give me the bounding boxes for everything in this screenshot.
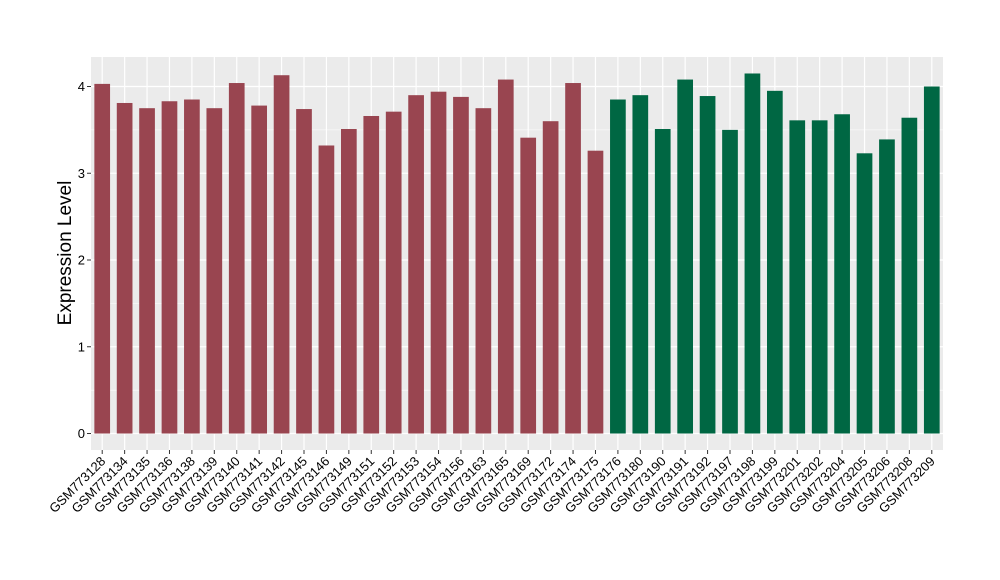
bar-gsm773169 <box>520 137 537 434</box>
y-tick-label: 0 <box>78 426 85 441</box>
bar-gsm773197 <box>722 129 738 434</box>
bar-gsm773205 <box>856 153 873 434</box>
y-axis-title: Expression Level <box>55 181 76 326</box>
bar-gsm773165 <box>497 79 514 434</box>
bar-gsm773163 <box>475 108 492 434</box>
bar-gsm773136 <box>161 101 178 434</box>
bar-gsm773208 <box>901 117 918 434</box>
y-tick-label: 4 <box>78 79 85 94</box>
bar-gsm773199 <box>766 90 783 434</box>
bar-gsm773153 <box>408 95 424 434</box>
y-axis: 0 1 2 3 4 <box>78 79 91 441</box>
bar-gsm773176 <box>610 99 626 434</box>
bar-gsm773201 <box>789 120 806 434</box>
bar-gsm773174 <box>565 83 581 434</box>
x-axis: GSM773128GSM773134GSM773135GSM773136GSM7… <box>46 450 938 516</box>
bar-gsm773209 <box>923 86 940 434</box>
bar-gsm773146 <box>318 145 335 434</box>
bar-gsm773140 <box>228 83 245 434</box>
bar-gsm773135 <box>139 108 155 434</box>
bar-gsm773190 <box>654 129 671 434</box>
bar-gsm773198 <box>744 73 761 434</box>
bar-gsm773175 <box>587 150 604 434</box>
bar-gsm773134 <box>116 102 133 434</box>
bars <box>94 73 940 434</box>
bar-gsm773202 <box>811 120 828 434</box>
bar-gsm773128 <box>94 83 111 434</box>
bar-gsm773152 <box>385 111 402 434</box>
y-tick-label: 3 <box>78 166 85 181</box>
bar-gsm773204 <box>834 114 850 434</box>
bar-gsm773154 <box>430 91 447 434</box>
bar-gsm773139 <box>206 108 223 434</box>
bar-gsm773172 <box>542 121 559 434</box>
bar-gsm773206 <box>879 139 895 434</box>
bar-gsm773142 <box>273 75 290 434</box>
bar-gsm773149 <box>340 129 357 434</box>
bar-gsm773138 <box>184 99 200 434</box>
y-tick-label: 1 <box>78 339 85 354</box>
bar-gsm773151 <box>363 115 380 434</box>
bar-gsm773141 <box>251 105 268 434</box>
y-tick-label: 2 <box>78 253 85 268</box>
bar-gsm773191 <box>677 79 694 434</box>
bar-gsm773156 <box>453 96 469 434</box>
bar-gsm773145 <box>296 109 312 434</box>
bar-gsm773180 <box>632 95 649 434</box>
bar-gsm773192 <box>699 96 716 434</box>
